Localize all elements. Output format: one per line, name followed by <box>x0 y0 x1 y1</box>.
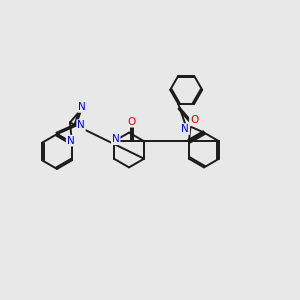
Text: N: N <box>67 136 74 146</box>
Text: O: O <box>127 117 136 127</box>
Text: N: N <box>77 120 85 130</box>
Text: N: N <box>112 134 120 144</box>
Text: O: O <box>190 116 198 125</box>
Text: N: N <box>78 102 86 112</box>
Text: N: N <box>182 124 189 134</box>
